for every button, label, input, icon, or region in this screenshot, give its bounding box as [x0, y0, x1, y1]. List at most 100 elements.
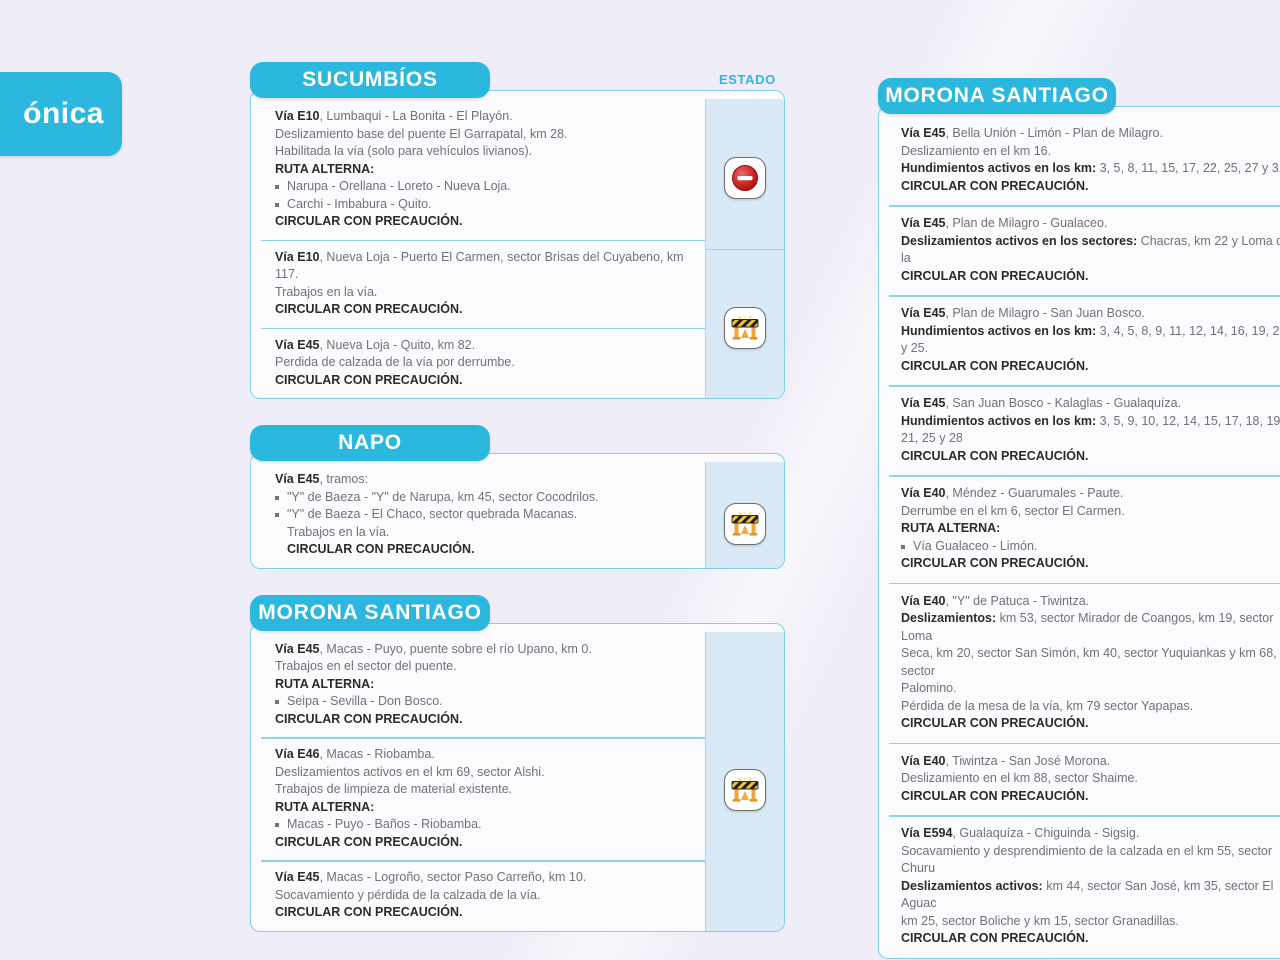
route-detail: km 44, sector San José, km 35, sector El…	[901, 878, 1274, 911]
route-code: Vía E45	[901, 396, 946, 410]
corner-badge-label: ónica	[23, 97, 104, 130]
route-code: Vía E40	[901, 486, 946, 500]
route-detail: , Macas - Puyo, puente sobre el río Upan…	[319, 641, 592, 656]
entry-line: Socavamiento y desprendimiento de la cal…	[901, 843, 1273, 876]
entry-line: Derrumbe en el km 6, sector El Carmen.	[901, 503, 1125, 518]
entry-line-emphasis: RUTA ALTERNA:	[901, 521, 1001, 535]
province-name: MORONA SANTIAGO	[258, 600, 482, 624]
route-code: Vía E594	[901, 826, 953, 840]
road-entry[interactable]: Vía E594, Gualaquíza - Chiguinda - Sigsi…	[879, 815, 1280, 958]
entry-line-emphasis: CIRCULAR CON PRECAUCIÓN.	[287, 542, 475, 556]
entry-line-emphasis: CIRCULAR CON PRECAUCIÓN.	[901, 358, 1089, 373]
province-name: SUCUMBÍOS	[302, 68, 438, 91]
road-works-barrier-icon[interactable]	[724, 306, 766, 349]
province-header: MORONA SANTIAGO	[250, 594, 490, 631]
entry-line-emphasis: CIRCULAR CON PRECAUCIÓN.	[901, 448, 1089, 463]
entry-line: Vía E46, Macas - Riobamba.	[275, 746, 691, 764]
province-card: Vía E45 , Bella Unión - Limón - Plan de M…	[878, 106, 1280, 959]
route-code: Vía E45	[901, 306, 946, 320]
route-detail: , Tiwintza - San José Morona.	[945, 753, 1111, 768]
province-block: MORONA SANTIAGO Vía E45, Macas - Puyo, pu…	[250, 594, 785, 932]
entry-line-emphasis: CIRCULAR CON PRECAUCIÓN.	[901, 931, 1089, 945]
road-entry[interactable]: Vía E45, tramos: "Y" de Baeza - "Y" de Na…	[251, 462, 705, 568]
route-code: Vía E45	[275, 472, 320, 486]
entry-line: Pérdida de la mesa de la vía, km 79 sect…	[901, 698, 1194, 713]
route-detail: 3, 4, 5, 8, 9, 11, 12, 14, 16, 19, 22 y …	[901, 323, 1280, 356]
entry-line: Deslizamientos activos: km 44, sector Sa…	[901, 878, 1280, 913]
entry-line: Seca, km 20, sector San Simón, km 40, se…	[901, 646, 1277, 678]
entry-bullet: Seipa - Sevilla - Don Bosco.	[275, 693, 691, 711]
entry-line: Vía E45, San Juan Bosco - Kalaglas - Gua…	[901, 395, 1280, 413]
route-code: Vía E10	[275, 249, 320, 264]
estado-column-header: ESTADO	[719, 72, 776, 87]
right-column: MORONA SANTIAGO Vía E45 , Bella Unión - Li…	[878, 78, 1280, 959]
route-detail: , San Juan Bosco - Kalaglas - Gualaquíza…	[945, 396, 1182, 410]
route-code: Vía E40	[901, 593, 946, 608]
status-group-divider	[706, 248, 784, 250]
route-detail: , Gualaquíza - Chiguinda - Sigsig.	[952, 826, 1140, 840]
entry-line: Trabajos en la vía.	[275, 284, 378, 299]
road-entry[interactable]: Vía E10, Nueva Loja - Puerto El Carmen, …	[251, 239, 705, 328]
entry-line: Vía E40, Méndez - Guarumales - Paute.	[901, 485, 1280, 503]
road-works-barrier-icon[interactable]	[724, 769, 766, 811]
route-code: Deslizamientos:	[901, 611, 997, 625]
entries-container: Vía E45, tramos: "Y" de Baeza - "Y" de Na…	[251, 462, 705, 568]
province-block: MORONA SANTIAGO Vía E45 , Bella Unión - Li…	[878, 78, 1280, 959]
route-detail: , Plan de Milagro - San Juan Bosco.	[945, 306, 1145, 320]
entry-line: Vía E45, Nueva Loja - Quito, km 82.	[275, 337, 691, 355]
entry-line: Deslizamiento base del puente El Garrapa…	[275, 126, 568, 141]
route-detail: km 53, sector Mirador de Coangos, km 19,…	[901, 611, 1274, 643]
route-detail: , Macas - Riobamba.	[319, 747, 435, 761]
entry-bullet: "Y" de Baeza - "Y" de Narupa, km 45, sec…	[275, 489, 691, 507]
road-entry[interactable]: Vía E45, Nueva Loja - Quito, km 82. Perdi…	[251, 327, 705, 399]
entry-line-emphasis: CIRCULAR CON PRECAUCIÓN.	[901, 556, 1089, 570]
status-icon-group	[706, 306, 784, 349]
entry-bullet: Carchi - Imbabura - Quito.	[275, 196, 691, 214]
route-code: Hundimientos activos en los km:	[901, 323, 1097, 338]
province-header: SUCUMBÍOS	[250, 62, 490, 98]
entries-container: Vía E10, Lumbaqui - La Bonita - El Playó…	[251, 99, 705, 398]
entry-line-emphasis: CIRCULAR CON PRECAUCIÓN.	[275, 214, 463, 228]
entry-line: Trabajos de limpieza de material existen…	[275, 782, 513, 796]
entry-line-emphasis: CIRCULAR CON PRECAUCIÓN.	[275, 372, 463, 387]
road-entry[interactable]: Vía E40, Méndez - Guarumales - Paute. Der…	[879, 475, 1280, 583]
entry-line: Vía E40, Tiwintza - San José Morona.	[901, 753, 1280, 771]
route-code: Hundimientos activos en los km:	[901, 161, 1097, 175]
road-entry[interactable]: Vía E40, Tiwintza - San José Morona. Desl…	[879, 742, 1280, 816]
entries-container: Vía E45 , Bella Unión - Limón - Plan de M…	[879, 115, 1280, 958]
entry-line-emphasis: CIRCULAR CON PRECAUCIÓN.	[901, 788, 1089, 803]
entry-line-emphasis: RUTA ALTERNA:	[275, 676, 375, 691]
route-detail: , Nueva Loja - Puerto El Carmen, sector …	[275, 249, 684, 282]
road-entry[interactable]: Vía E40, "Y" de Patuca - Tiwintza. Desliz…	[879, 582, 1280, 743]
entry-line: Vía E45, Bella Unión - Limón - Plan de M…	[901, 125, 1280, 143]
entry-line: Palomino.	[901, 681, 957, 695]
route-code: Vía E45	[275, 641, 320, 656]
entry-line: Vía E594, Gualaquíza - Chiguinda - Sigsi…	[901, 825, 1280, 843]
road-entry[interactable]: Vía E45, Macas - Puyo, puente sobre el r…	[251, 632, 705, 738]
route-detail: , tramos:	[319, 472, 369, 486]
route-detail: , Macas - Logroño, sector Paso Carreño, …	[319, 870, 587, 884]
entry-line: Socavamiento y pérdida de la calzada de …	[275, 887, 541, 902]
entry-line: Vía E45, Plan de Milagro - San Juan Bosc…	[901, 305, 1280, 323]
province-card: Vía E45, Macas - Puyo, puente sobre el r…	[250, 622, 785, 932]
road-entry[interactable]: Vía E10, Lumbaqui - La Bonita - El Playó…	[251, 99, 705, 240]
entry-line: Vía E40, "Y" de Patuca - Tiwintza.	[901, 593, 1280, 611]
entry-line: Hundimientos activos en los km: 3, 5, 9,…	[901, 413, 1280, 448]
province-card: Vía E45, tramos: "Y" de Baeza - "Y" de Na…	[250, 453, 785, 569]
road-entry[interactable]: Vía E45, Plan de Milagro - Gualaceo. Desl…	[879, 205, 1280, 295]
entry-line: Hundimientos activos en los km: 3, 5, 8,…	[901, 160, 1280, 178]
province-name: NAPO	[338, 431, 402, 454]
amazonia-corner-badge: ónica	[0, 72, 122, 156]
province-header: MORONA SANTIAGO	[878, 78, 1116, 114]
entry-line: Trabajos en la vía.	[287, 524, 390, 539]
no-entry-icon[interactable]	[724, 157, 766, 200]
road-entry[interactable]: Vía E45, Bella Unión - Limón - Plan de M…	[879, 115, 1280, 205]
road-entry[interactable]: Vía E45, Plan de Milagro - San Juan Bosc…	[879, 295, 1280, 385]
road-entry[interactable]: Vía E46, Macas - Riobamba. Deslizamientos…	[251, 737, 705, 860]
route-code: Hundimientos activos en los km:	[901, 413, 1097, 428]
route-detail: Chacras, km 22 y Loma de la	[901, 233, 1280, 266]
road-entry[interactable]: Vía E45, Macas - Logroño, sector Paso Ca…	[251, 860, 705, 931]
road-works-barrier-icon[interactable]	[724, 502, 766, 545]
road-entry[interactable]: Vía E45, San Juan Bosco - Kalaglas - Gua…	[879, 385, 1280, 475]
route-detail: , Bella Unión - Limón - Plan de Milagro.	[945, 126, 1163, 140]
